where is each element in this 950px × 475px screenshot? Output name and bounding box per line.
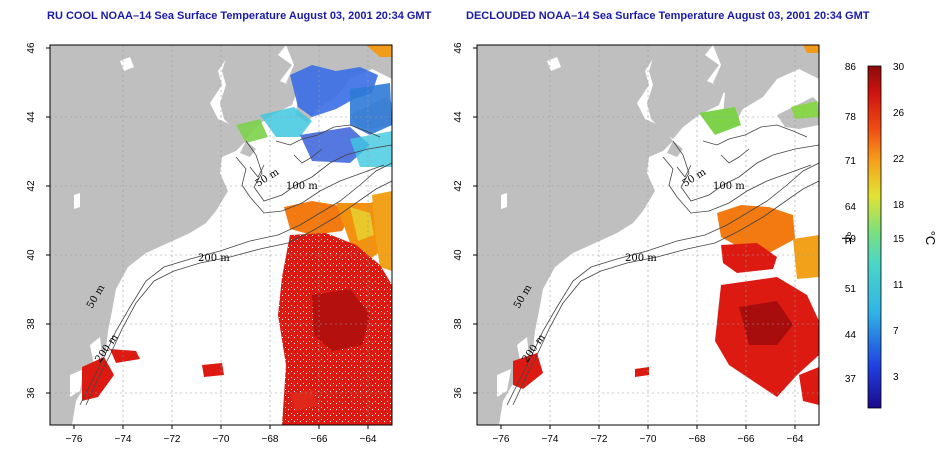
colorbar-gradient (867, 65, 882, 409)
fahrenheit-tick: 51 (845, 284, 857, 295)
fahrenheit-tick: 64 (845, 202, 857, 213)
contour-label-100m: 100 m (286, 181, 318, 192)
left-lon-axis: −76 −74 −72 −70 −68 −66 −64 (66, 425, 377, 445)
lat-tick: 40 (453, 249, 464, 261)
fahrenheit-tick: 44 (845, 330, 857, 341)
lat-tick: 36 (453, 387, 464, 399)
lon-tick: −68 (689, 434, 706, 445)
fahrenheit-tick: 59 (845, 234, 857, 245)
lat-tick: 38 (26, 318, 37, 330)
lon-tick: −76 (493, 434, 510, 445)
celsius-tick: 11 (893, 280, 904, 291)
lon-tick: −72 (164, 434, 181, 445)
sst-data-right (513, 45, 819, 405)
lon-tick: −66 (738, 434, 755, 445)
celsius-unit-label: °C (923, 231, 938, 246)
contour-label-200m: 200 m (625, 253, 657, 264)
right-map-panel: 50 m 100 m 200 m 50 m 200 m (476, 44, 820, 426)
sst-data-left (82, 45, 392, 425)
lon-tick: −68 (262, 434, 279, 445)
lat-tick: 44 (453, 111, 464, 123)
left-lat-axis: 36 38 40 42 44 46 (26, 42, 50, 399)
lon-tick: −64 (360, 434, 377, 445)
lon-tick: −64 (787, 434, 804, 445)
left-map-panel: 50 m 100 m 200 m 50 m 200 m (49, 44, 393, 426)
right-lon-axis: −76 −74 −72 −70 −68 −66 −64 (493, 425, 804, 445)
lat-tick: 36 (26, 387, 37, 399)
fahrenheit-unit-label: °F (839, 231, 854, 244)
temperature-colorbar: 86 78 71 64 59 51 44 37 30 26 22 18 15 1… (839, 62, 938, 409)
left-map-title: RU COOL NOAA–14 Sea Surface Temperature … (47, 10, 432, 22)
lat-tick: 44 (26, 111, 37, 123)
celsius-tick: 30 (893, 62, 905, 73)
lat-tick: 42 (26, 180, 37, 192)
fahrenheit-tick: 78 (845, 112, 857, 123)
lat-tick: 38 (453, 318, 464, 330)
fahrenheit-tick: 71 (845, 156, 857, 167)
fahrenheit-tick: 37 (845, 374, 857, 385)
lon-tick: −76 (66, 434, 83, 445)
right-map-title: DECLOUDED NOAA–14 Sea Surface Temperatur… (466, 10, 870, 22)
lon-tick: −70 (213, 434, 230, 445)
celsius-tick: 15 (893, 234, 905, 245)
celsius-tick: 3 (893, 372, 899, 383)
lon-tick: −72 (591, 434, 608, 445)
right-lat-axis: 36 38 40 42 44 46 (453, 42, 477, 399)
lat-tick: 42 (453, 180, 464, 192)
contour-label-100m: 100 m (713, 181, 745, 192)
contour-label-200m: 200 m (198, 253, 230, 264)
celsius-tick: 26 (893, 108, 905, 119)
lat-tick: 40 (26, 249, 37, 261)
lon-tick: −74 (115, 434, 132, 445)
lon-tick: −66 (311, 434, 328, 445)
celsius-tick: 7 (893, 326, 899, 337)
lat-tick: 46 (453, 42, 464, 54)
celsius-tick: 18 (893, 200, 905, 211)
lat-tick: 46 (26, 42, 37, 54)
celsius-tick: 22 (893, 154, 905, 165)
lon-tick: −74 (542, 434, 559, 445)
fahrenheit-tick: 86 (845, 62, 857, 73)
lon-tick: −70 (640, 434, 657, 445)
